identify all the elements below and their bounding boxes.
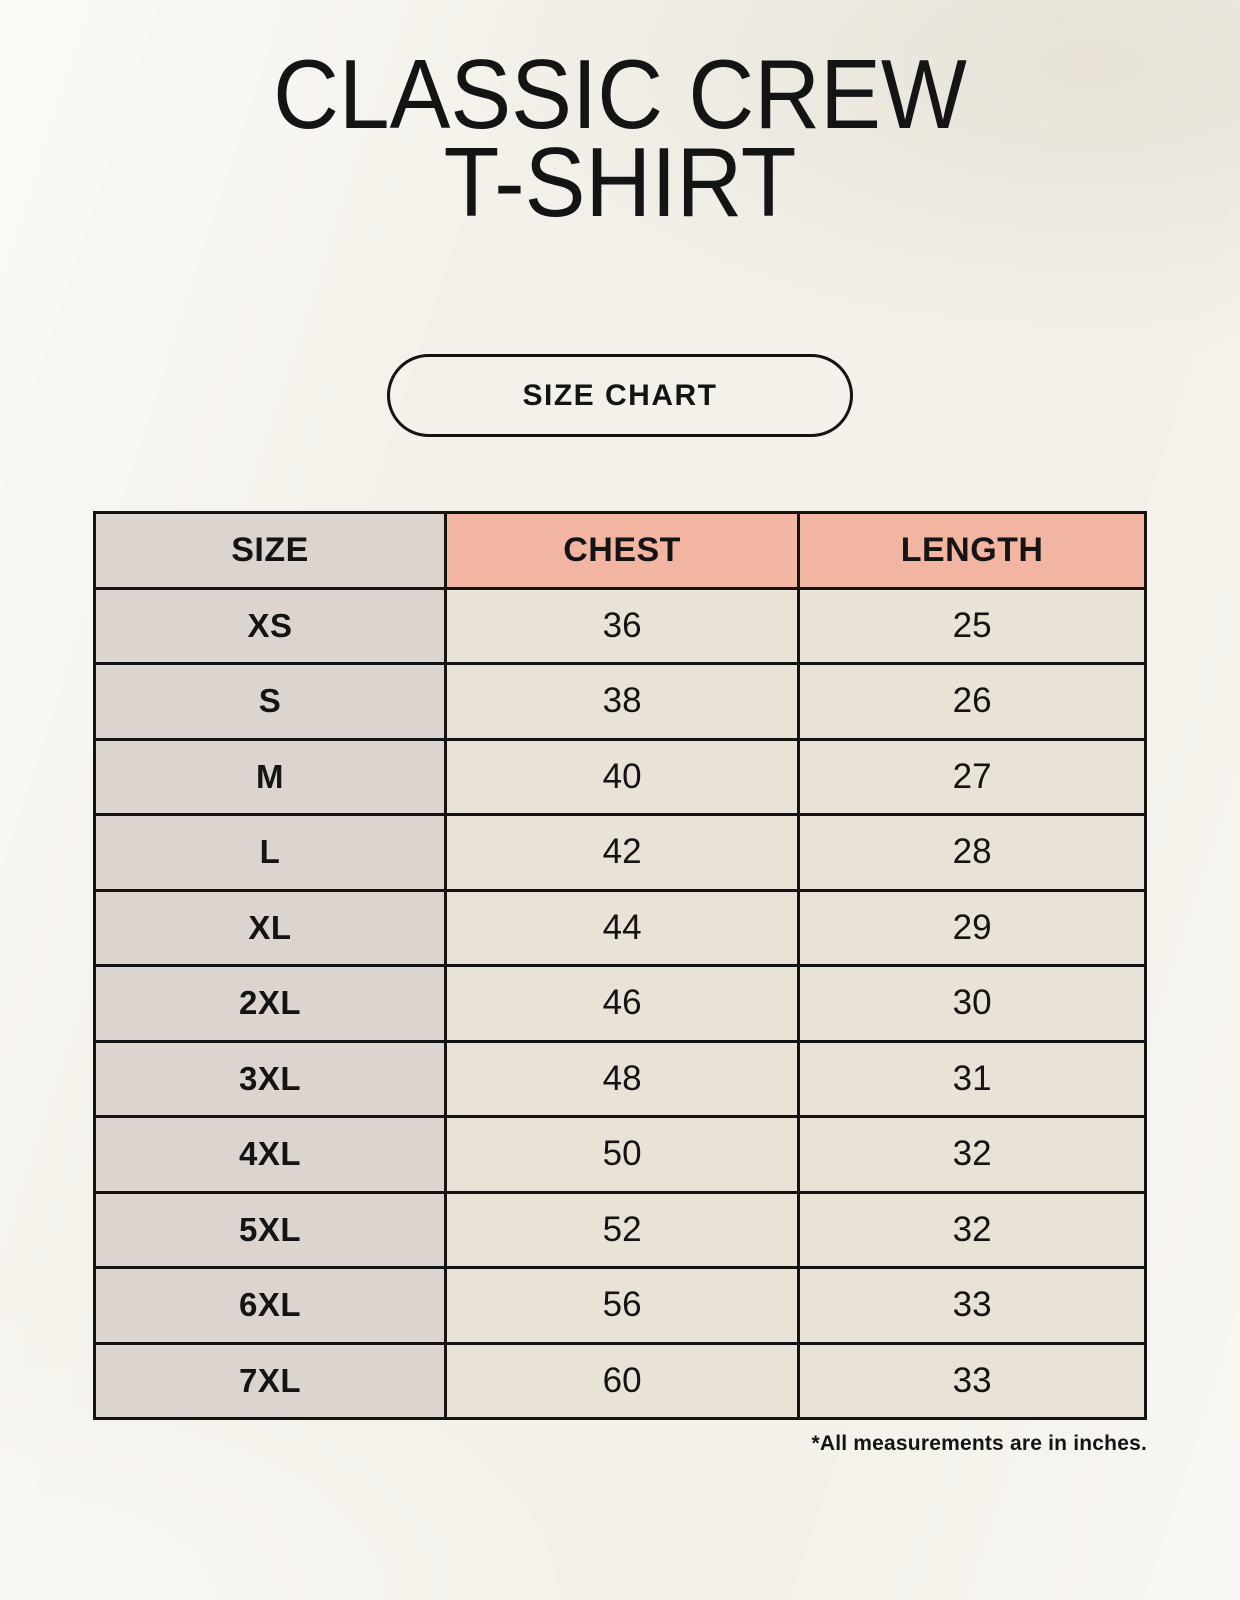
chest-value: 40 <box>444 737 801 816</box>
size-row-s: S 38 26 <box>92 662 1147 741</box>
size-chart-button[interactable]: SIZE CHART <box>387 354 853 437</box>
size-row-7xl: 7XL 60 33 <box>92 1341 1147 1420</box>
size-label: L <box>92 813 448 892</box>
length-value: 30 <box>797 964 1147 1043</box>
size-label: XS <box>92 586 448 665</box>
length-value: 33 <box>797 1341 1147 1420</box>
size-label: M <box>92 737 448 816</box>
size-chart-button-label: SIZE CHART <box>522 378 718 412</box>
size-row-xl: XL 44 29 <box>92 888 1147 967</box>
size-label: 2XL <box>92 964 448 1043</box>
chest-value: 50 <box>444 1115 801 1194</box>
chest-value: 38 <box>444 662 801 741</box>
chest-value: 52 <box>444 1190 801 1269</box>
size-row-5xl: 5XL 52 32 <box>92 1190 1147 1269</box>
size-row-xs: XS 36 25 <box>92 586 1147 665</box>
length-value: 33 <box>797 1266 1147 1345</box>
column-header-size: SIZE <box>92 511 448 590</box>
length-value: 25 <box>797 586 1147 665</box>
length-value: 32 <box>797 1190 1147 1269</box>
size-row-6xl: 6XL 56 33 <box>92 1266 1147 1345</box>
size-row-m: M 40 27 <box>92 737 1147 816</box>
size-label: XL <box>92 888 448 967</box>
length-value: 27 <box>797 737 1147 816</box>
chest-value: 60 <box>444 1341 801 1420</box>
column-header-chest: CHEST <box>444 511 801 590</box>
size-label: 3XL <box>92 1039 448 1118</box>
page-title-line-2: T-SHIRT <box>443 127 797 237</box>
size-label: 5XL <box>92 1190 448 1269</box>
size-table-body: XS 36 25 S 38 26 M 40 27 L 42 28 XL 44 29 2XL 46 30 3XL 48 3… <box>92 586 1147 1420</box>
measurements-footnote: *All measurements are in inches. <box>811 1432 1147 1455</box>
size-row-3xl: 3XL 48 31 <box>92 1039 1147 1118</box>
chest-value: 42 <box>444 813 801 892</box>
chest-value: 46 <box>444 964 801 1043</box>
page-title: CLASSIC CREW T-SHIRT <box>43 0 1196 237</box>
length-value: 32 <box>797 1115 1147 1194</box>
chest-value: 36 <box>444 586 801 665</box>
length-value: 26 <box>797 662 1147 741</box>
size-row-l: L 42 28 <box>92 813 1147 892</box>
size-label: 4XL <box>92 1115 448 1194</box>
size-table-header: SIZE CHEST LENGTH <box>92 511 1147 590</box>
page-title-line-1: CLASSIC CREW <box>273 39 967 149</box>
header-row: SIZE CHEST LENGTH <box>92 511 1147 590</box>
size-table: SIZE CHEST LENGTH XS 36 25 S 38 26 M 40 27 L 42 28 XL 4… <box>92 511 1147 1420</box>
size-row-2xl: 2XL 46 30 <box>92 964 1147 1043</box>
size-row-4xl: 4XL 50 32 <box>92 1115 1147 1194</box>
column-header-length: LENGTH <box>797 511 1147 590</box>
chest-value: 44 <box>444 888 801 967</box>
length-value: 29 <box>797 888 1147 967</box>
size-label: S <box>92 662 448 741</box>
chest-value: 48 <box>444 1039 801 1118</box>
length-value: 28 <box>797 813 1147 892</box>
size-label: 6XL <box>92 1266 448 1345</box>
size-label: 7XL <box>92 1341 448 1420</box>
length-value: 31 <box>797 1039 1147 1118</box>
chest-value: 56 <box>444 1266 801 1345</box>
